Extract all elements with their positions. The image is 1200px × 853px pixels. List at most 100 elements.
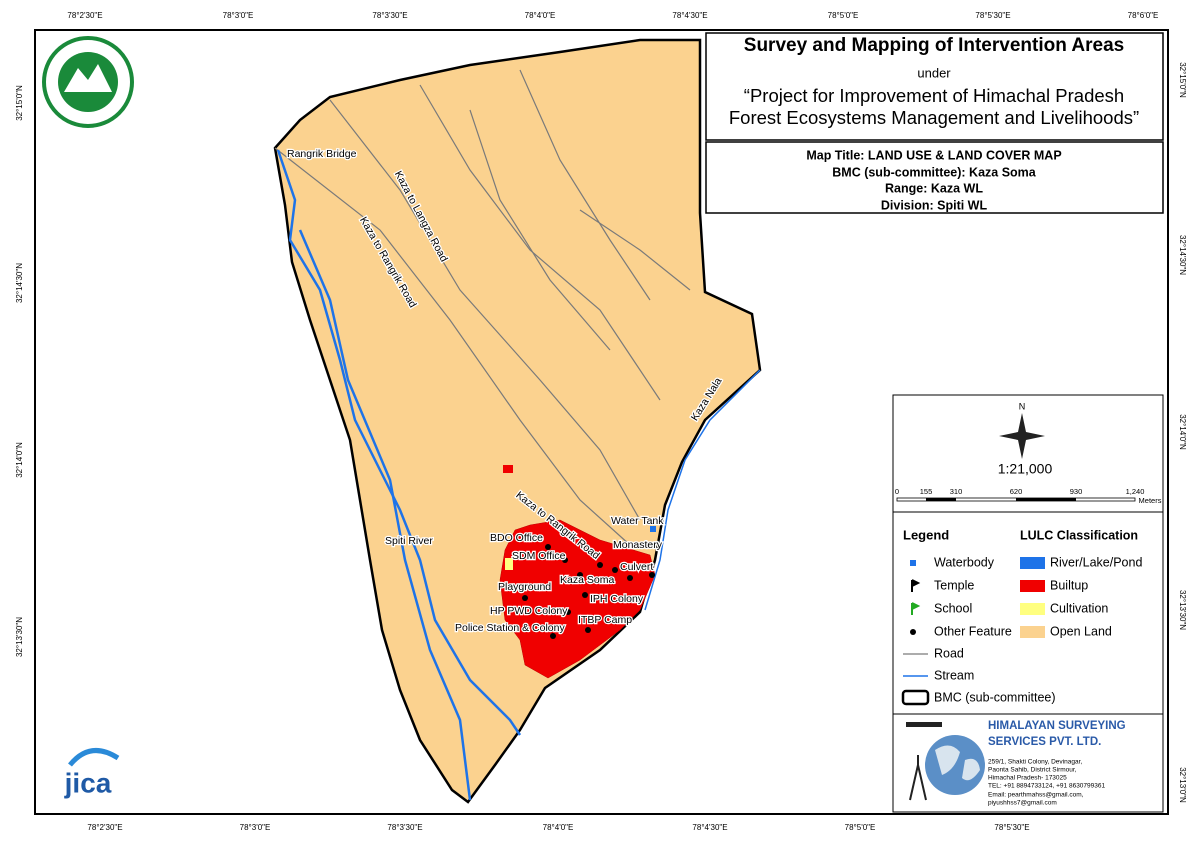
grid-label: 32°13'30"N [1178, 590, 1187, 630]
project-name: “Project for Improvement of Himachal Pra… [744, 85, 1124, 106]
lulc-items: River/Lake/Pond Builtup Cultivation Open… [1050, 555, 1142, 638]
legend-label: Stream [934, 668, 974, 682]
jica-logo [68, 748, 120, 767]
legend-label: Waterbody [934, 555, 995, 569]
scale-label: 620 [1010, 487, 1023, 496]
road [329, 99, 641, 521]
scale-labels: 0 155 310 620 930 1,240 Meters [895, 487, 1162, 505]
place-label: Water Tank [611, 515, 664, 527]
scale-bar-segment [926, 498, 956, 501]
grid-label: 78°4'30"E [692, 823, 727, 832]
place-label: Playground [498, 581, 551, 593]
place-label: SDM Office [512, 550, 566, 562]
place-label: Monastery [613, 539, 663, 551]
stream [298, 229, 472, 801]
scale-unit: Meters [1139, 496, 1162, 505]
grid-label: 78°3'0"E [223, 11, 254, 20]
builtup-area [503, 465, 513, 473]
stream [276, 149, 522, 736]
info-box [705, 141, 1164, 214]
legend-label: Road [934, 646, 964, 660]
place-label: ITBP Camp [578, 614, 632, 626]
grid-label: 78°4'0"E [543, 823, 574, 832]
legend-label: BMC (sub-committee) [934, 690, 1056, 704]
scale-label: 310 [950, 487, 963, 496]
subtitle: under [917, 65, 951, 80]
globe-logo [935, 745, 980, 781]
feature-point [597, 562, 603, 568]
road [469, 109, 611, 351]
legend-label: Temple [934, 578, 974, 592]
scale-text: 1:21,000 [998, 461, 1053, 477]
road [274, 147, 631, 546]
lulc-label: Builtup [1050, 578, 1088, 592]
legend-symbol [910, 560, 916, 566]
roads [274, 69, 691, 546]
grid-label: 78°5'30"E [994, 823, 1029, 832]
grid-label: 32°14'0"N [1178, 414, 1187, 450]
place-label: Culvert [620, 561, 653, 573]
address-line: piyushhss7@gmail.com [988, 800, 1057, 807]
grid-label: 32°13'30"N [15, 617, 24, 657]
grid-label: 78°3'30"E [372, 11, 407, 20]
grid-label: 32°14'30"N [1178, 235, 1187, 275]
scale-label: 930 [1070, 487, 1083, 496]
scale-bar-segment [1016, 498, 1076, 501]
tripod-logo [909, 755, 927, 801]
range: Range: Kaza WL [885, 181, 983, 195]
grid-label: 78°3'30"E [387, 823, 422, 832]
scale-bar [896, 497, 1136, 502]
lulc-title: LULC Classification [1020, 528, 1138, 542]
grid-label: 78°5'0"E [828, 11, 859, 20]
lulc-swatch [1020, 626, 1045, 638]
legend-items: Waterbody Temple School Other Feature Ro… [934, 555, 1056, 704]
feature-point [565, 609, 571, 615]
grid-label: 78°6'0"E [1128, 11, 1159, 20]
scale-label: 1,240 [1126, 487, 1145, 496]
place-label: Kaza Soma [560, 574, 614, 586]
stream [644, 369, 761, 611]
features [522, 526, 656, 639]
place-label: HP PWD Colony [490, 605, 568, 617]
north-label: N [1019, 401, 1026, 411]
road [519, 69, 651, 301]
lulc-swatch [1020, 603, 1045, 615]
grid-label: 78°4'0"E [525, 11, 556, 20]
grid-label: 78°2'30"E [87, 823, 122, 832]
grid-label: 78°5'30"E [975, 11, 1010, 20]
grid-label: 32°14'30"N [15, 263, 24, 303]
address-line: Email: pearthmahss@gmail.com, [988, 792, 1084, 799]
legend-symbol [901, 689, 930, 706]
grid-label: 78°3'0"E [240, 823, 271, 832]
grid-label: 78°4'30"E [672, 11, 707, 20]
company-name: SERVICES PVT. LTD. [988, 736, 1101, 748]
grid-label: 32°13'0"N [1178, 767, 1187, 803]
feature-point [577, 572, 583, 578]
address-line: 259/1, Shakti Colony, Devinagar, [988, 759, 1082, 766]
lulc-label: Open Land [1050, 624, 1112, 638]
feature-point [562, 557, 568, 563]
place-label: Rangrik Bridge [287, 148, 357, 160]
feature-point [585, 627, 591, 633]
legend-label: Other Feature [934, 624, 1012, 638]
grid-label: 32°14'0"N [15, 442, 24, 478]
grid-label: 78°2'30"E [67, 11, 102, 20]
cultivation-area [505, 558, 513, 570]
company-address: 259/1, Shakti Colony, Devinagar, Paonta … [988, 759, 1105, 807]
scale-label: 155 [920, 487, 933, 496]
place-label: BDO Office [490, 532, 543, 544]
grid-label: 32°15'0"N [1178, 62, 1187, 98]
lulc-swatch [1020, 557, 1045, 569]
streams [276, 149, 761, 801]
river-label: Spiti River [385, 535, 433, 547]
legend-label: School [934, 601, 972, 615]
lulc-label: Cultivation [1050, 601, 1108, 615]
bmc: BMC (sub-committee): Kaza Soma [832, 165, 1037, 179]
legend-symbol [911, 602, 921, 615]
address-line: Himachal Pradesh- 173025 [988, 775, 1067, 782]
legend-symbol [910, 629, 916, 635]
company-name: HIMALAYAN SURVEYING [988, 720, 1126, 732]
lulc-label: River/Lake/Pond [1050, 555, 1142, 569]
title-box [705, 32, 1164, 141]
